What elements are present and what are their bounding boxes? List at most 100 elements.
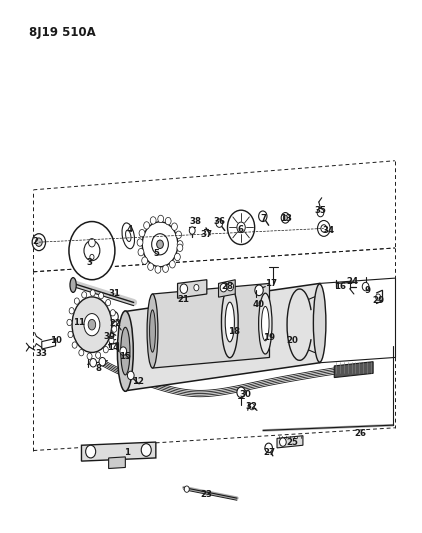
Text: 12: 12 [132,377,144,386]
Ellipse shape [237,222,245,233]
Text: 13: 13 [280,214,292,223]
Circle shape [281,213,289,223]
Ellipse shape [147,294,158,368]
Circle shape [67,319,72,326]
Text: 18: 18 [228,327,240,335]
Text: 15: 15 [119,352,131,361]
Circle shape [90,254,94,260]
Ellipse shape [180,284,188,294]
Circle shape [171,223,177,230]
Circle shape [184,486,189,492]
Circle shape [109,337,114,344]
Circle shape [220,284,227,292]
Text: 27: 27 [263,448,276,457]
Circle shape [90,359,97,367]
Text: 24: 24 [346,277,358,286]
Text: 39: 39 [104,332,116,341]
Text: 5: 5 [154,249,160,258]
Text: 21: 21 [178,295,190,304]
Circle shape [376,294,381,300]
Text: 22: 22 [109,319,121,328]
Ellipse shape [314,284,326,362]
Ellipse shape [142,222,178,266]
Circle shape [32,233,46,251]
Text: 9: 9 [365,286,371,295]
Circle shape [176,231,181,238]
Circle shape [141,443,151,456]
Ellipse shape [121,327,130,375]
Circle shape [137,239,143,246]
Text: 14: 14 [107,343,119,352]
Circle shape [362,282,369,291]
Text: 33: 33 [36,349,48,358]
Circle shape [86,445,96,458]
Text: 20: 20 [287,336,298,345]
Circle shape [150,217,156,224]
Text: 8J19 510A: 8J19 510A [29,26,96,39]
Ellipse shape [88,319,96,330]
Circle shape [155,266,161,273]
Circle shape [189,227,195,234]
Circle shape [158,215,164,223]
Text: 35: 35 [314,206,326,215]
Text: 31: 31 [109,289,121,298]
Ellipse shape [227,210,254,245]
Circle shape [127,371,134,379]
Text: 2: 2 [32,237,38,246]
Text: 1: 1 [124,448,130,457]
Text: 28: 28 [222,282,234,291]
Ellipse shape [157,240,163,248]
Circle shape [259,211,267,222]
Circle shape [90,290,95,296]
Circle shape [177,240,183,248]
Text: 29: 29 [372,296,384,305]
Ellipse shape [262,306,269,341]
Circle shape [279,438,286,446]
Circle shape [165,217,171,225]
Ellipse shape [222,286,238,358]
Text: 10: 10 [51,336,62,345]
Circle shape [82,292,87,298]
Polygon shape [81,442,156,461]
Circle shape [249,403,254,410]
Circle shape [170,261,175,268]
Text: 16: 16 [335,282,346,291]
Ellipse shape [194,285,199,291]
Text: 30: 30 [240,390,252,399]
Text: 23: 23 [201,490,213,499]
Ellipse shape [122,223,135,249]
Ellipse shape [117,311,133,391]
Circle shape [68,332,73,337]
Circle shape [99,358,106,366]
Circle shape [177,244,183,252]
Text: 32: 32 [246,402,258,411]
Circle shape [283,215,287,221]
Circle shape [103,346,108,353]
Circle shape [139,230,145,237]
Text: 25: 25 [287,438,298,447]
Text: 37: 37 [201,230,213,239]
Text: 11: 11 [73,318,85,327]
Circle shape [99,293,104,299]
Circle shape [110,310,115,316]
Ellipse shape [72,297,112,352]
Polygon shape [152,284,270,368]
Ellipse shape [151,233,168,255]
Circle shape [216,219,223,228]
Ellipse shape [321,225,327,232]
Ellipse shape [69,222,115,280]
Ellipse shape [317,221,330,236]
Ellipse shape [149,310,155,352]
Circle shape [162,265,168,272]
Ellipse shape [259,293,272,354]
Polygon shape [42,338,56,349]
Circle shape [72,342,77,348]
Circle shape [74,298,79,304]
Circle shape [87,353,92,359]
Text: 6: 6 [237,225,243,234]
Circle shape [110,311,118,322]
Circle shape [265,443,273,453]
Ellipse shape [84,313,100,336]
Circle shape [35,238,42,246]
Ellipse shape [126,230,131,241]
